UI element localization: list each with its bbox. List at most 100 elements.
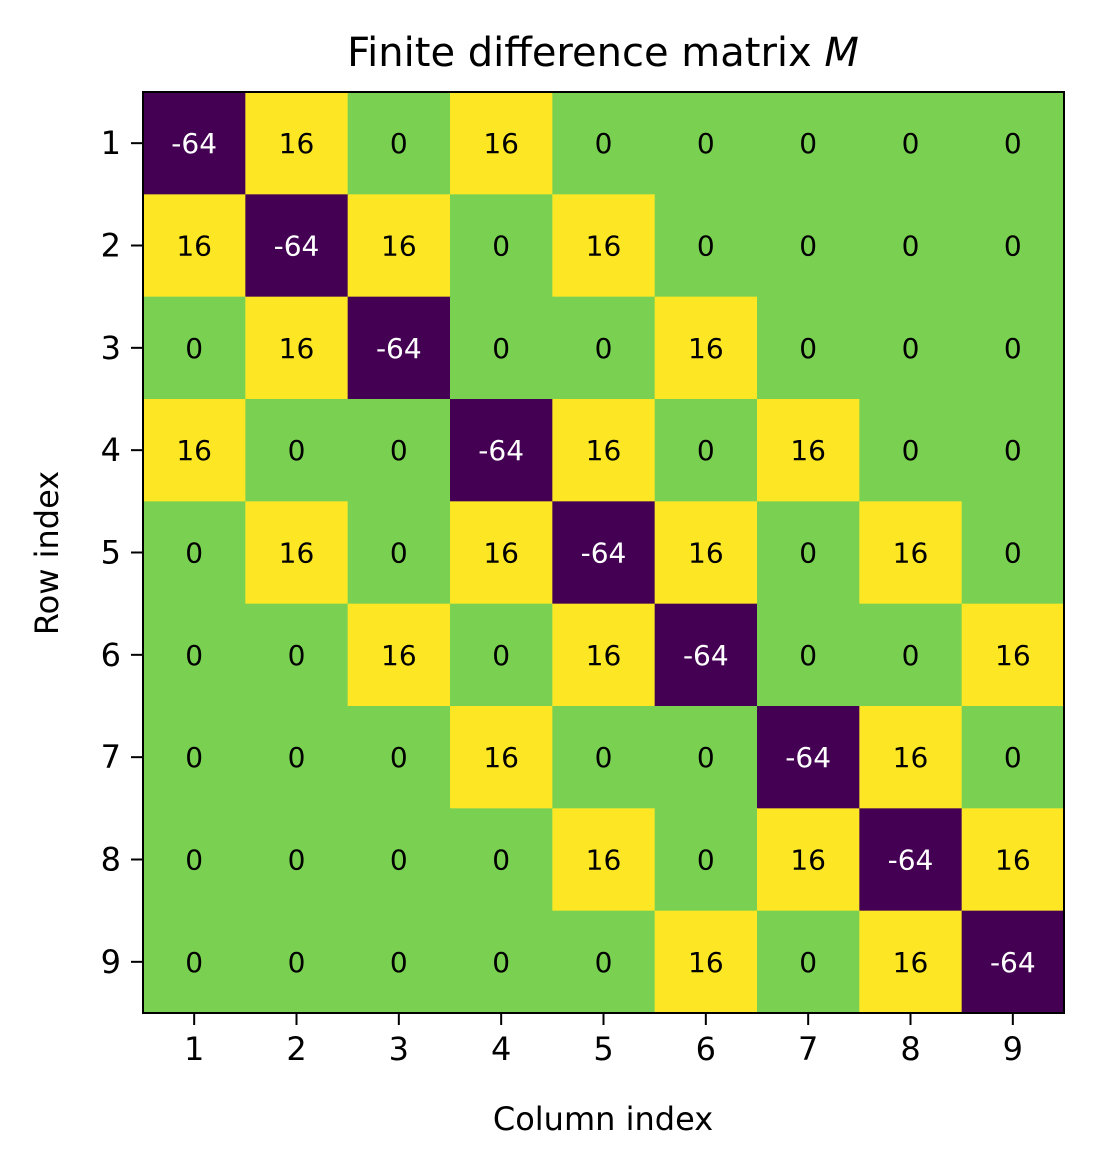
heatmap-cell: [552, 706, 656, 809]
cell-value-label: 0: [1004, 127, 1022, 160]
heatmap-cell: [859, 296, 963, 400]
heatmap-cell: [859, 603, 963, 707]
heatmap-cell: [961, 296, 1065, 400]
cell-value-label: 0: [902, 434, 920, 467]
heatmap-cell: [961, 194, 1065, 298]
heatmap-cell: [347, 92, 451, 195]
x-tick-label: 2: [286, 1030, 306, 1068]
heatmap-cell: [347, 910, 451, 1014]
cell-value-label: 16: [893, 537, 929, 570]
heatmap-cell: [450, 808, 553, 912]
heatmap-cell: [450, 399, 553, 502]
heatmap-cell: [552, 296, 656, 400]
cell-value-label: 0: [1004, 537, 1022, 570]
heatmap-cell: [143, 92, 246, 195]
heatmap-cell: [245, 92, 349, 195]
y-tick-label: 8: [101, 841, 121, 879]
heatmap-cell: [552, 808, 656, 912]
y-tick-label: 1: [101, 124, 121, 162]
heatmap-cell: [347, 603, 451, 707]
cell-value-label: -64: [376, 332, 422, 365]
cell-value-label: 0: [902, 639, 920, 672]
heatmap-cell: [552, 603, 656, 707]
cell-value-label: 16: [586, 230, 622, 263]
cell-value-label: -64: [171, 127, 217, 160]
heatmap-cell: [961, 501, 1065, 605]
cell-value-label: 16: [586, 434, 622, 467]
cell-value-label: 0: [288, 946, 306, 979]
cell-value-label: 16: [995, 844, 1031, 877]
cell-value-label: 0: [902, 127, 920, 160]
heatmap-cell: [347, 808, 451, 912]
cell-value-label: 0: [390, 741, 408, 774]
cell-value-label: 0: [595, 946, 613, 979]
chart-title-text: Finite difference matrix: [347, 30, 824, 76]
y-tick-label: 6: [101, 636, 121, 674]
x-tick-label: 4: [491, 1030, 511, 1068]
cell-value-label: 16: [483, 741, 519, 774]
cell-value-label: 0: [390, 434, 408, 467]
x-tick-label: 9: [1003, 1030, 1023, 1068]
heatmap-cell: [450, 910, 553, 1014]
cell-value-label: -64: [683, 639, 729, 672]
x-tick-label: 5: [593, 1030, 613, 1068]
cell-value-label: 16: [688, 332, 724, 365]
heatmap-cell: [859, 399, 963, 502]
cell-value-label: -64: [274, 230, 320, 263]
cell-value-label: 16: [688, 946, 724, 979]
cell-value-label: -64: [478, 434, 524, 467]
heatmap-cell: [552, 910, 656, 1014]
heatmap-cell: [143, 399, 246, 502]
heatmap-cell: [143, 194, 246, 298]
heatmap-cell: [859, 92, 963, 195]
y-tick-label: 9: [101, 943, 121, 981]
cell-value-label: 16: [381, 639, 417, 672]
cell-value-label: 0: [697, 741, 715, 774]
cell-value-label: 0: [185, 741, 203, 774]
x-tick-label: 6: [696, 1030, 716, 1068]
heatmap-cell: [245, 706, 349, 809]
cell-value-label: 16: [381, 230, 417, 263]
heatmap-cell: [245, 399, 349, 502]
heatmap-cell: [450, 296, 553, 400]
heatmap-cells: [143, 92, 1065, 1014]
heatmap-cell: [961, 399, 1065, 502]
cell-value-label: 0: [1004, 230, 1022, 263]
heatmap-cell: [143, 808, 246, 912]
cell-value-label: -64: [990, 946, 1036, 979]
cell-value-label: 0: [185, 537, 203, 570]
heatmap-cell: [757, 296, 860, 400]
cell-value-label: 0: [595, 332, 613, 365]
heatmap-cell: [961, 706, 1065, 809]
cell-value-label: 0: [595, 127, 613, 160]
heatmap-cell: [654, 910, 758, 1014]
cell-value-label: 0: [288, 741, 306, 774]
heatmap-cell: [654, 501, 758, 605]
heatmap-cell: [961, 808, 1065, 912]
cell-value-label: 0: [697, 127, 715, 160]
cell-value-label: -64: [785, 741, 831, 774]
heatmap-cell: [450, 603, 553, 707]
heatmap-cell: [143, 501, 246, 605]
cell-value-label: 0: [492, 946, 510, 979]
y-tick-label: 7: [101, 738, 121, 776]
cell-value-label: 0: [799, 537, 817, 570]
cell-value-label: 0: [288, 639, 306, 672]
heatmap-cell: [347, 501, 451, 605]
cell-value-label: 16: [790, 844, 826, 877]
y-axis: 1 2 3 4 5 6 7 8 9: [101, 124, 143, 981]
heatmap-cell: [347, 399, 451, 502]
cell-value-label: 16: [176, 434, 212, 467]
heatmap-cell-labels: -64 16 0 16 0 0 0 0 0 16 -64 16 0 16 0 0 0 0 0 16 -64 0 0 16 0 0 0…: [171, 127, 1035, 979]
cell-value-label: 0: [902, 332, 920, 365]
heatmap-cell: [757, 399, 860, 502]
cell-value-label: 16: [586, 844, 622, 877]
heatmap-cell: [757, 92, 860, 195]
heatmap-cell: [654, 194, 758, 298]
cell-value-label: 16: [893, 946, 929, 979]
cell-value-label: 0: [185, 946, 203, 979]
cell-value-label: 0: [697, 230, 715, 263]
cell-value-label: 16: [279, 332, 315, 365]
cell-value-label: 0: [492, 230, 510, 263]
